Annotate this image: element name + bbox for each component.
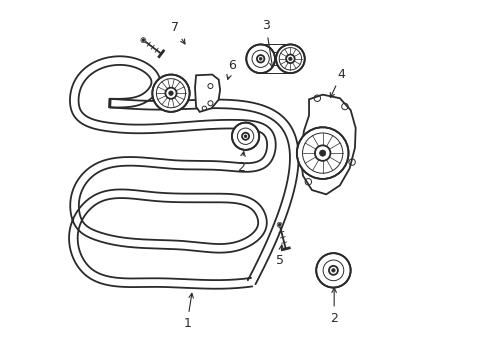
Circle shape: [256, 55, 264, 63]
Circle shape: [328, 266, 337, 275]
Circle shape: [288, 57, 291, 60]
Polygon shape: [260, 44, 290, 73]
Circle shape: [141, 38, 145, 42]
Circle shape: [314, 145, 330, 161]
Text: 3: 3: [262, 19, 273, 67]
Text: 4: 4: [330, 68, 345, 98]
Text: 1: 1: [183, 293, 193, 330]
Text: 5: 5: [276, 245, 284, 267]
Circle shape: [285, 54, 294, 63]
Text: 7: 7: [170, 21, 184, 44]
Circle shape: [242, 133, 248, 140]
Circle shape: [316, 253, 350, 288]
Text: 2: 2: [237, 152, 244, 174]
Circle shape: [168, 91, 173, 95]
Circle shape: [276, 44, 304, 73]
Circle shape: [259, 57, 262, 60]
Polygon shape: [300, 95, 355, 194]
Circle shape: [246, 44, 274, 73]
Circle shape: [296, 127, 348, 179]
Circle shape: [231, 123, 259, 150]
Circle shape: [278, 224, 281, 226]
Polygon shape: [195, 75, 220, 112]
Circle shape: [319, 150, 325, 156]
Circle shape: [165, 87, 176, 99]
Circle shape: [142, 39, 144, 41]
Text: 6: 6: [226, 59, 235, 79]
Circle shape: [152, 75, 189, 112]
Circle shape: [244, 135, 246, 138]
Text: 2: 2: [329, 288, 337, 325]
Circle shape: [277, 222, 282, 227]
Circle shape: [331, 269, 334, 272]
